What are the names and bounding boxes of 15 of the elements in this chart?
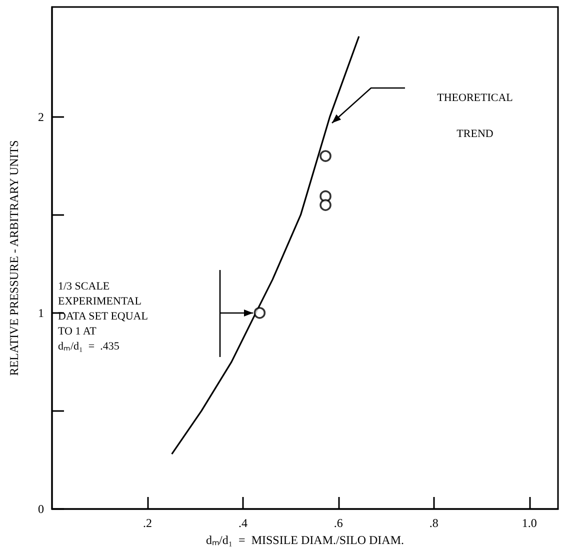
x-tick-label: .2 [142, 516, 152, 530]
x-axis-title: dₘ/d₁ = MISSILE DIAM./SILO DIAM. [206, 532, 404, 547]
y-tick-label: 0 [38, 502, 44, 516]
point [320, 199, 332, 211]
point [254, 307, 266, 319]
y-tick-label: 2 [38, 110, 44, 124]
text: THEORETICAL TREND [437, 92, 513, 140]
y-axis-title: RELATIVE PRESSURE - ARBITRARY UNITS [7, 140, 21, 376]
x-tick-label: .8 [429, 516, 438, 530]
line-series [171, 36, 360, 455]
y-tick-label: 1 [38, 306, 44, 320]
x-tick-label: .6 [334, 516, 343, 530]
x-tick-label: .4 [238, 516, 248, 530]
x-tick-label: 1.0 [522, 516, 537, 530]
point [320, 150, 332, 162]
